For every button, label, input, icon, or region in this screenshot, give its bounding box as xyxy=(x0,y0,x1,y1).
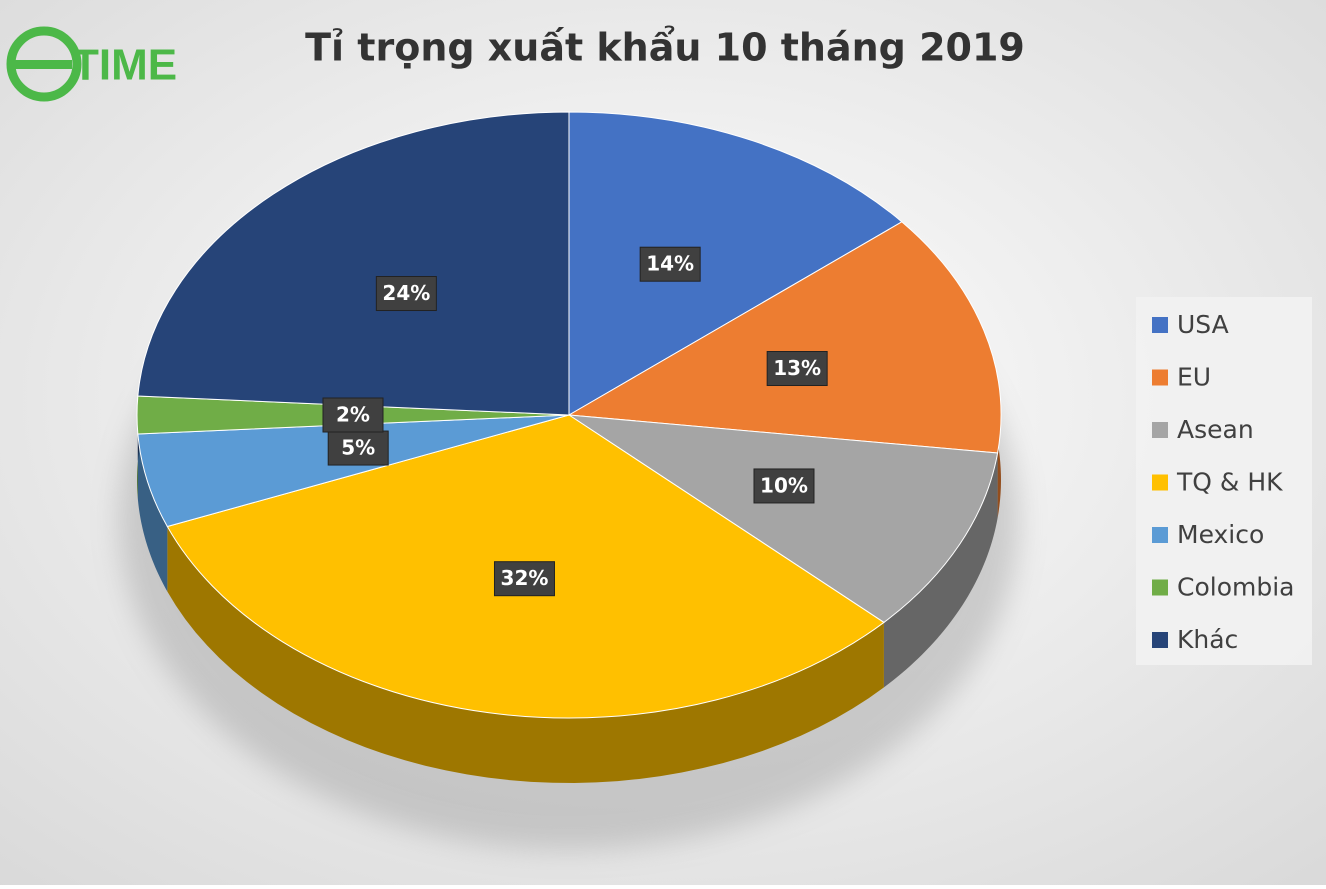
slice-side xyxy=(883,452,998,688)
legend-swatch xyxy=(1152,527,1168,543)
slice-side xyxy=(167,526,884,783)
data-label-box xyxy=(375,276,437,312)
legend-swatch xyxy=(1152,579,1168,596)
data-label-box xyxy=(766,351,828,387)
slice xyxy=(567,221,1002,454)
legend-label: USA xyxy=(1177,310,1229,339)
data-label-box xyxy=(639,246,701,282)
data-label: 13% xyxy=(773,356,821,380)
data-label-box xyxy=(753,468,815,504)
legend: USA EU Asean TQ & HK Mexico Colombia Khác xyxy=(1152,310,1294,654)
data-label: 2% xyxy=(336,403,370,427)
slice xyxy=(137,111,570,416)
legend-swatch xyxy=(1152,474,1168,491)
data-label: 24% xyxy=(382,281,430,305)
data-label: 32% xyxy=(501,566,549,590)
data-label: 10% xyxy=(760,473,808,497)
logo-e-bar xyxy=(14,60,72,69)
data-label-box xyxy=(322,397,384,433)
logo-text: TIME xyxy=(72,41,177,90)
legend-label: Mexico xyxy=(1177,520,1264,549)
data-label: 5% xyxy=(341,436,375,460)
legend-label: Asean xyxy=(1177,415,1254,444)
slice-side xyxy=(137,434,168,592)
data-label: 14% xyxy=(646,252,694,276)
legend-swatch xyxy=(1152,317,1168,333)
legend-label: TQ & HK xyxy=(1176,468,1283,497)
chart-title: Tỉ trọng xuất khẩu 10 tháng 2019 xyxy=(305,26,1025,70)
logo: TIME xyxy=(6,26,177,102)
slice xyxy=(568,111,903,416)
legend-label: Colombia xyxy=(1177,573,1294,602)
logo-e xyxy=(6,26,82,102)
legend-label: Khác xyxy=(1177,625,1238,654)
legend-swatch xyxy=(1152,632,1168,648)
data-labels: 14% 13% 10% 32% 5% 2% 24% xyxy=(322,246,828,597)
legend-swatch xyxy=(1152,422,1168,438)
data-label-box xyxy=(327,430,389,466)
legend-swatch xyxy=(1152,369,1168,386)
data-label-box xyxy=(493,561,555,597)
slice xyxy=(568,414,999,624)
pie-tops xyxy=(136,111,1002,719)
legend-label: EU xyxy=(1177,363,1211,392)
